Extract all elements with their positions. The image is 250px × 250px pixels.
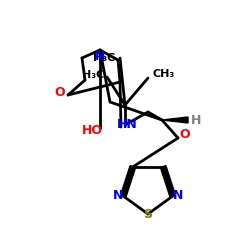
Text: N: N <box>172 188 183 202</box>
Text: O: O <box>55 86 65 100</box>
Text: CH₃: CH₃ <box>153 69 175 79</box>
Polygon shape <box>162 117 188 123</box>
Text: N: N <box>95 50 105 62</box>
Text: HN: HN <box>116 118 138 132</box>
Text: H₃C: H₃C <box>82 70 104 80</box>
Text: HO: HO <box>82 124 102 138</box>
Text: N: N <box>113 188 124 202</box>
Text: H: H <box>191 114 201 126</box>
Text: O: O <box>180 128 190 141</box>
Text: H₃C: H₃C <box>93 53 115 63</box>
Text: S: S <box>144 208 152 222</box>
